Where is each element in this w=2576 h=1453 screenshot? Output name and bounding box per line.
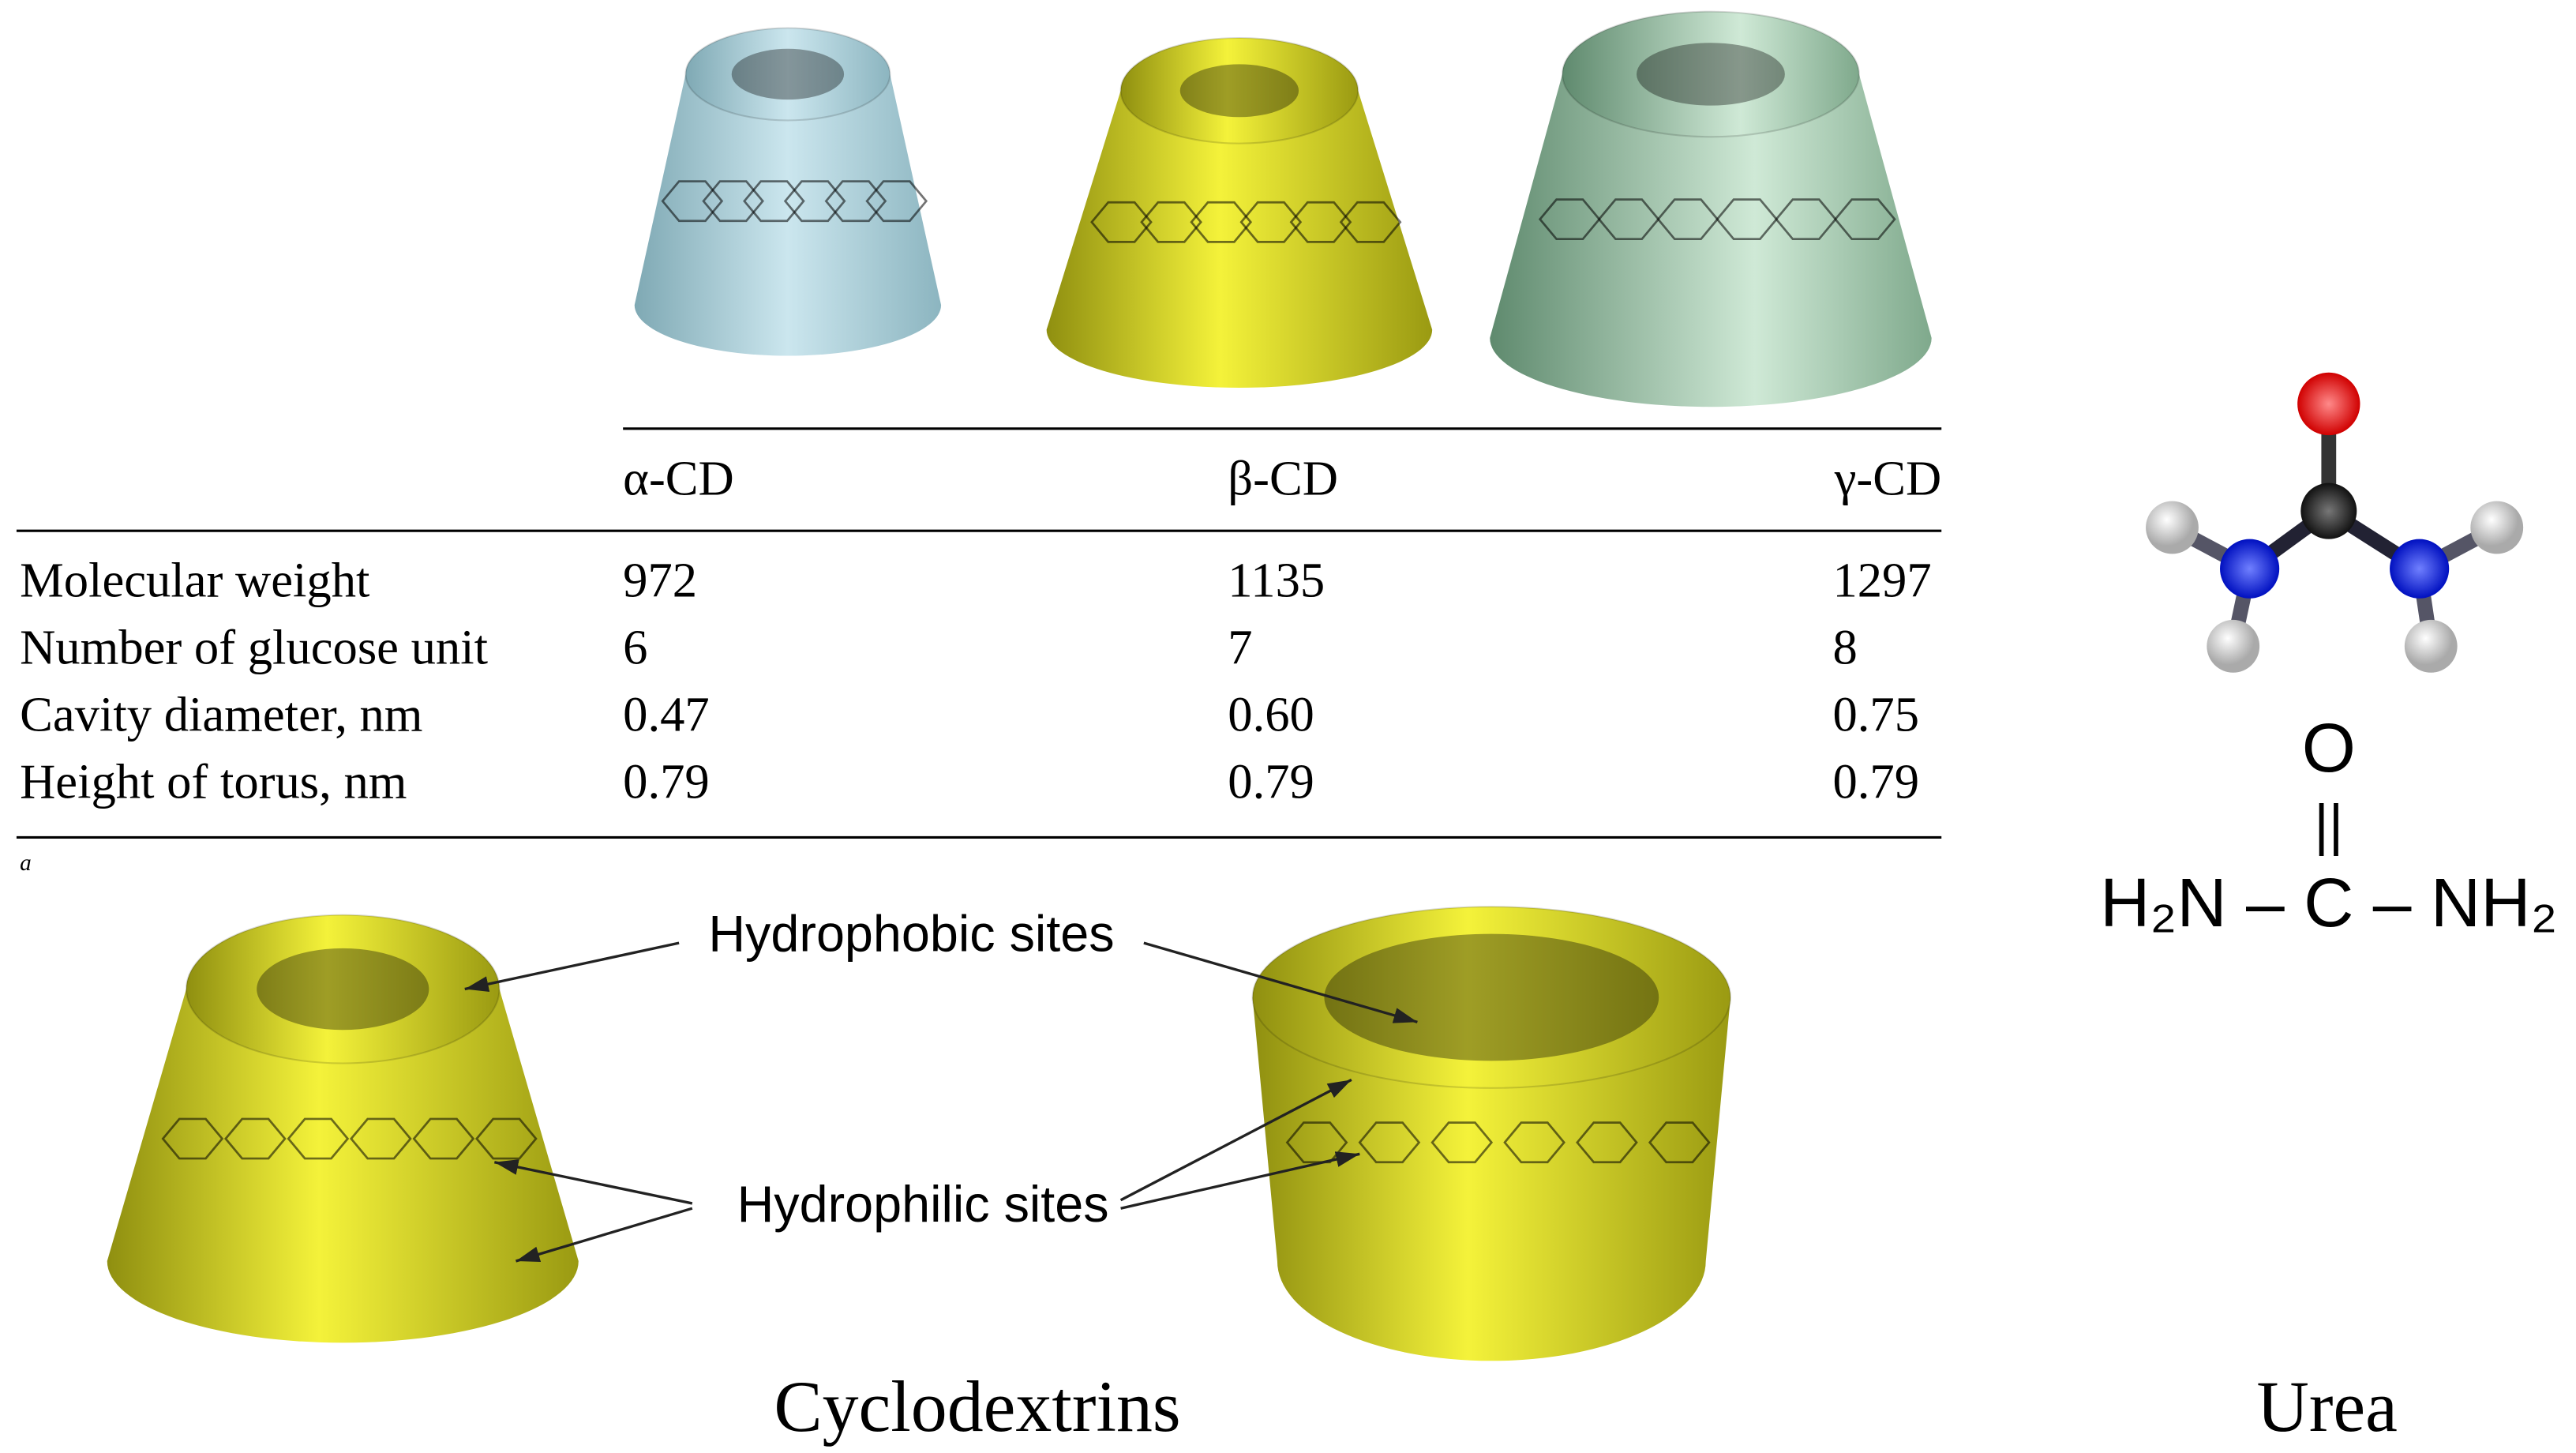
glucose-ring [1648, 1121, 1711, 1164]
glucose-ring [1289, 201, 1352, 243]
atom-c [2300, 482, 2357, 539]
column-header: γ-CD [1834, 450, 1942, 505]
cone-body [1252, 997, 1731, 1361]
glucose-ring [412, 1117, 475, 1160]
arrow [1119, 1078, 1352, 1202]
cell: 0.47 [623, 687, 710, 742]
glucose-ring [1285, 1121, 1348, 1164]
cell: 1135 [1228, 553, 1325, 608]
glucose-ring [743, 180, 805, 223]
footnote: a [20, 850, 32, 876]
cone-cavity [1179, 64, 1299, 118]
cell: 7 [1228, 620, 1252, 675]
arrow [1143, 941, 1418, 1023]
glucose-ring [702, 180, 764, 223]
glucose-ring [1576, 1121, 1638, 1164]
column-header: α-CD [623, 450, 734, 505]
cone-body [1490, 73, 1932, 407]
glucose-ring [1140, 201, 1202, 243]
glucose-ring [1090, 201, 1153, 243]
cone-top [1119, 36, 1359, 145]
glucose-ring [1239, 201, 1303, 243]
cell: 0.79 [1832, 754, 1919, 809]
atom-h [2404, 619, 2458, 673]
cone-cavity [1637, 43, 1785, 106]
glucose-ring [350, 1117, 412, 1160]
row-label: Height of torus, nm [20, 754, 407, 809]
arrow [515, 1207, 693, 1263]
atom-h [2470, 501, 2524, 554]
caption-right: Urea [2256, 1366, 2397, 1447]
glucose-ring [287, 1117, 350, 1160]
cell: 0.79 [1228, 754, 1314, 809]
row-label: Cavity diameter, nm [20, 687, 422, 742]
urea-formula: O || H₂N – C – NH₂ [2100, 709, 2557, 941]
hydrophilic-label: Hydrophilic sites [737, 1175, 1109, 1233]
cone-cavity [731, 48, 845, 100]
atom-h [2146, 501, 2199, 554]
cone-top [1251, 906, 1732, 1089]
atom-o [2297, 372, 2360, 436]
formula-bond: || [2314, 794, 2343, 857]
glucose-ring [1834, 198, 1896, 241]
glucose-ring [1430, 1121, 1494, 1164]
cone-cavity [257, 948, 429, 1031]
cell: 0.60 [1228, 687, 1314, 742]
atom-n [2220, 539, 2280, 599]
glucose-ring [161, 1117, 224, 1160]
table: α-CD β-CD γ-CD Molecular weight 972 1135 1297 N… [16, 427, 1942, 839]
cell: 6 [623, 620, 647, 675]
hydrophobic-label: Hydrophobic sites [708, 905, 1114, 963]
cone-body [107, 989, 579, 1343]
arrow [1120, 1151, 1360, 1210]
cone-top [185, 914, 501, 1064]
glucose-ring [1358, 1121, 1421, 1164]
cone-top [1562, 10, 1860, 138]
glucose-ring [661, 180, 724, 223]
glucose-ring [224, 1117, 287, 1160]
cone-top [684, 27, 891, 122]
annotations: Hydrophobic sites Hydrophilic sites [464, 905, 1418, 1263]
urea-model [2146, 372, 2524, 673]
formula-row: H₂N – C – NH₂ [2100, 864, 2557, 941]
glucose-ring [865, 180, 928, 223]
glucose-ring [824, 180, 887, 223]
glucose-ring [475, 1117, 538, 1160]
arrow [464, 941, 680, 993]
glucose-ring [1339, 201, 1402, 243]
glucose-ring [1190, 201, 1253, 243]
cell: 0.79 [623, 754, 710, 809]
cones [107, 10, 1932, 1361]
atom-n [2390, 539, 2450, 599]
cell: 8 [1832, 620, 1857, 675]
cell: 0.75 [1832, 687, 1919, 742]
formula-o: O [2302, 709, 2356, 787]
cell: 1297 [1832, 553, 1931, 608]
cone-body [1046, 90, 1433, 389]
cell: 972 [623, 553, 697, 608]
cone-cavity [1324, 933, 1659, 1061]
cone-body [634, 73, 942, 356]
arrow [493, 1159, 693, 1205]
row-label: Number of glucose unit [20, 620, 489, 675]
atom-h [2207, 619, 2260, 673]
glucose-ring [1503, 1121, 1565, 1164]
glucose-ring [783, 180, 846, 223]
column-header: β-CD [1228, 450, 1338, 505]
row-label: Molecular weight [20, 553, 370, 608]
caption-left: Cyclodextrins [774, 1366, 1180, 1447]
